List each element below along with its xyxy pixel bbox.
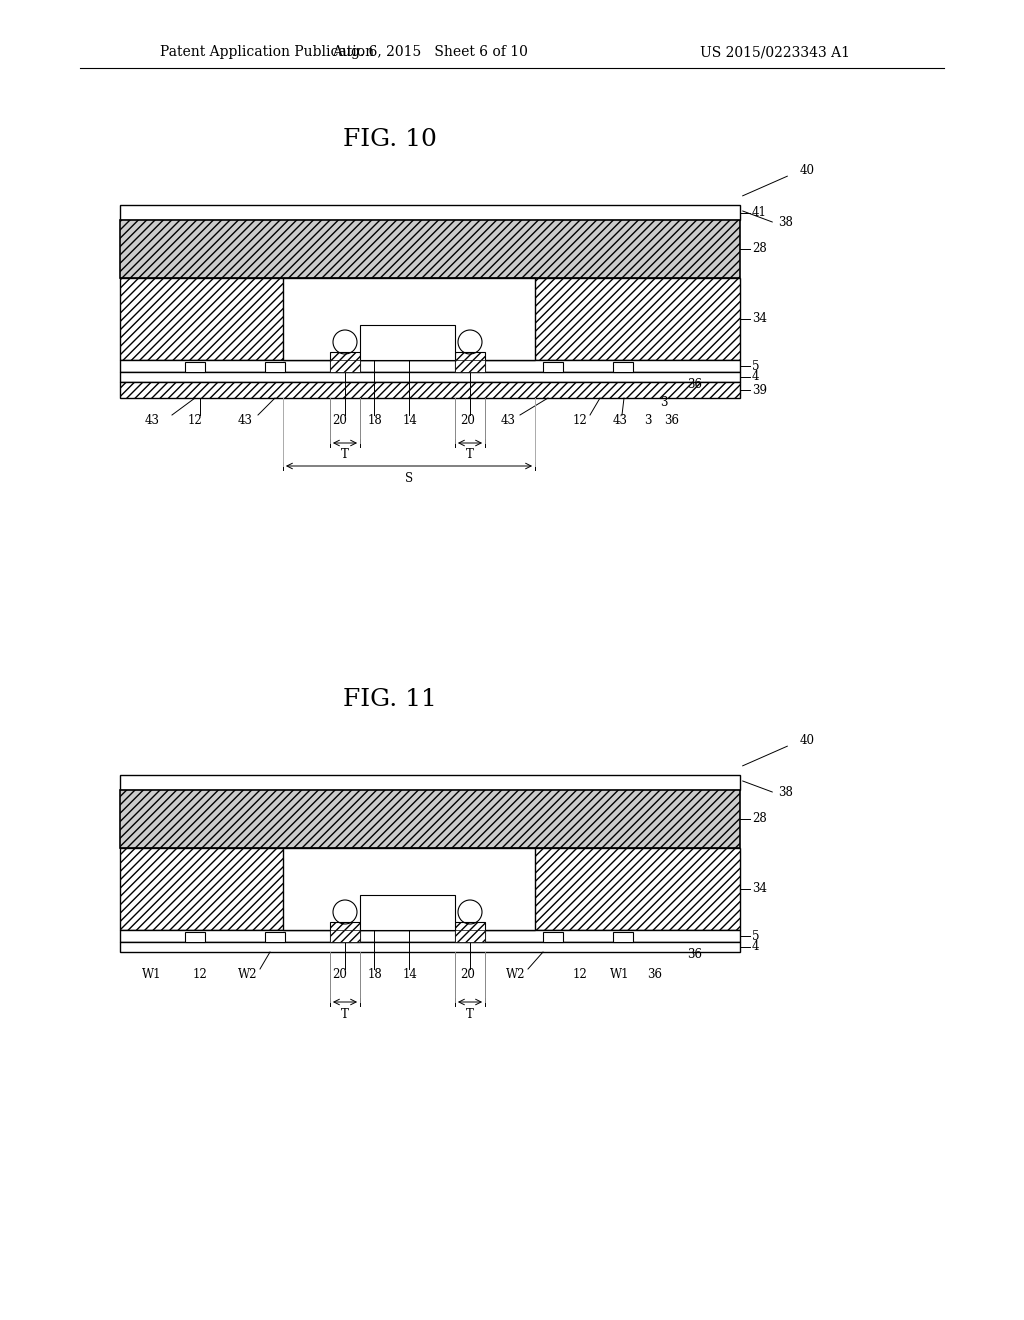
Text: 43: 43 xyxy=(501,413,515,426)
Bar xyxy=(543,932,563,942)
Bar xyxy=(120,279,740,360)
Text: S: S xyxy=(404,471,413,484)
Bar xyxy=(120,220,740,279)
Bar xyxy=(120,931,740,942)
Text: W1: W1 xyxy=(610,968,630,981)
Text: 14: 14 xyxy=(402,413,418,426)
Text: 43: 43 xyxy=(612,413,628,426)
Text: 4: 4 xyxy=(752,940,760,953)
Bar xyxy=(120,381,740,399)
Text: US 2015/0223343 A1: US 2015/0223343 A1 xyxy=(700,45,850,59)
Bar xyxy=(613,932,633,942)
Bar xyxy=(283,847,535,931)
Text: 40: 40 xyxy=(800,164,815,177)
Bar xyxy=(120,942,740,952)
Bar xyxy=(265,932,285,942)
Text: 3: 3 xyxy=(644,413,651,426)
Text: W1: W1 xyxy=(142,968,162,981)
Bar xyxy=(120,360,740,372)
Text: 38: 38 xyxy=(778,787,793,800)
Text: 28: 28 xyxy=(752,243,767,256)
Text: 12: 12 xyxy=(572,413,588,426)
Bar xyxy=(330,921,360,942)
Text: 38: 38 xyxy=(778,216,793,230)
Bar xyxy=(120,775,740,789)
Bar xyxy=(120,789,740,847)
Text: 40: 40 xyxy=(800,734,815,747)
Text: 12: 12 xyxy=(572,968,588,981)
Text: 41: 41 xyxy=(752,206,767,219)
Text: 20: 20 xyxy=(333,413,347,426)
Bar xyxy=(455,921,485,942)
Text: 28: 28 xyxy=(752,813,767,825)
Text: T: T xyxy=(466,1007,474,1020)
Bar xyxy=(283,279,535,360)
Text: FIG. 10: FIG. 10 xyxy=(343,128,437,152)
Text: 14: 14 xyxy=(402,968,418,981)
Text: 5: 5 xyxy=(752,359,760,372)
Bar xyxy=(543,362,563,372)
Bar xyxy=(185,932,205,942)
Bar xyxy=(330,352,360,372)
Text: 12: 12 xyxy=(193,968,208,981)
Bar xyxy=(120,205,740,220)
Text: Patent Application Publication: Patent Application Publication xyxy=(160,45,374,59)
Bar xyxy=(120,372,740,381)
Text: 34: 34 xyxy=(752,313,767,326)
Bar xyxy=(360,325,455,360)
Bar xyxy=(360,895,455,931)
Text: 20: 20 xyxy=(333,968,347,981)
Bar xyxy=(455,931,485,942)
Text: FIG. 11: FIG. 11 xyxy=(343,689,437,711)
Bar xyxy=(185,362,205,372)
Text: 18: 18 xyxy=(368,968,382,981)
Text: 34: 34 xyxy=(752,883,767,895)
Text: Aug. 6, 2015   Sheet 6 of 10: Aug. 6, 2015 Sheet 6 of 10 xyxy=(332,45,528,59)
Text: 36: 36 xyxy=(665,413,680,426)
Bar xyxy=(265,362,285,372)
Text: 36: 36 xyxy=(687,378,702,391)
Text: 43: 43 xyxy=(144,413,160,426)
Bar xyxy=(120,847,740,931)
Text: 4: 4 xyxy=(752,371,760,384)
Bar xyxy=(455,360,485,372)
Text: 20: 20 xyxy=(461,968,475,981)
Text: 20: 20 xyxy=(461,413,475,426)
Text: 36: 36 xyxy=(687,948,702,961)
Text: 39: 39 xyxy=(752,384,767,396)
Text: T: T xyxy=(341,1007,349,1020)
Text: 3: 3 xyxy=(660,396,668,409)
Bar xyxy=(613,362,633,372)
Bar xyxy=(330,931,360,942)
Text: W2: W2 xyxy=(506,968,525,981)
Text: 5: 5 xyxy=(752,929,760,942)
Bar xyxy=(330,360,360,372)
Text: 12: 12 xyxy=(187,413,203,426)
Text: W2: W2 xyxy=(239,968,258,981)
Text: 36: 36 xyxy=(647,968,663,981)
Text: T: T xyxy=(466,449,474,462)
Text: T: T xyxy=(341,449,349,462)
Bar xyxy=(455,352,485,372)
Text: 18: 18 xyxy=(368,413,382,426)
Text: 43: 43 xyxy=(238,413,253,426)
